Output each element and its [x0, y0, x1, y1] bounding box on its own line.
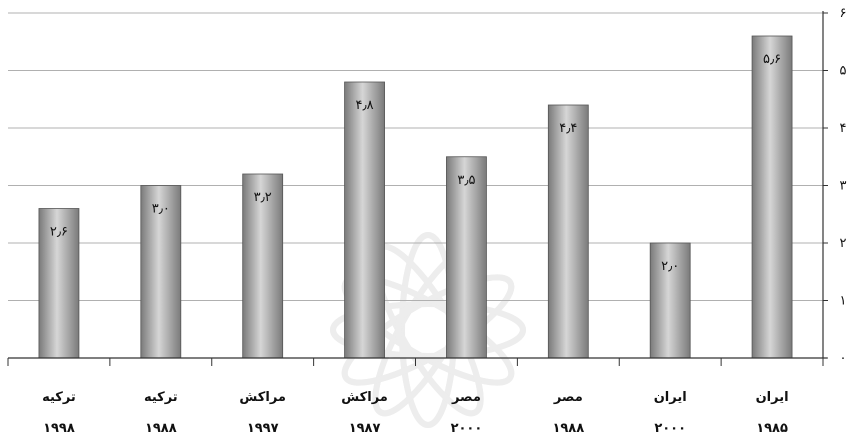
bar — [751, 35, 793, 359]
data-label: ۲٫۰ — [661, 259, 679, 274]
y-tick-label: ۱ — [840, 294, 847, 309]
data-label: ۳٫۲ — [254, 190, 272, 205]
category-year-label: ۱۹۸۸ — [145, 421, 177, 436]
category-year-label: ۱۹۹۷ — [247, 421, 279, 436]
category-year-label: ۲۰۰۰ — [654, 421, 686, 436]
category-label: ترکیه — [144, 390, 178, 405]
category-label: ترکیه — [42, 390, 76, 405]
bar — [344, 81, 385, 359]
bar — [242, 173, 284, 359]
bars: ۵٫۶ ۲٫۰ ۴٫۴ ۳٫۵ ۴٫۸ ۳٫۲ ۳٫۰ ۲٫۶ — [38, 35, 793, 359]
category-label: مراکش — [239, 390, 286, 405]
data-label: ۲٫۶ — [50, 225, 68, 240]
y-tick-label: ۳ — [840, 179, 847, 194]
y-tick-label: ۰ — [840, 351, 847, 366]
data-label: ۴٫۴ — [559, 121, 577, 136]
category-label: ایران — [756, 390, 789, 405]
bar — [446, 156, 487, 359]
category-year-label: ۲۰۰۰ — [451, 421, 483, 436]
data-label: ۵٫۶ — [763, 52, 781, 67]
category-year-label: ۱۹۸۷ — [349, 421, 381, 436]
category-year-label: ۱۹۸۸ — [552, 421, 584, 436]
y-tick-labels: ۰ ۱ ۲ ۳ ۴ ۵ ۶ — [840, 6, 847, 366]
y-tick-label: ۵ — [840, 64, 847, 79]
bar — [649, 242, 691, 359]
axes — [7, 11, 827, 366]
category-label: مراکش — [341, 390, 388, 405]
data-label: ۴٫۸ — [355, 98, 373, 113]
category-label: مصر — [451, 390, 481, 405]
y-tick-label: ۴ — [840, 121, 847, 136]
y-tick-label: ۶ — [840, 6, 847, 21]
bar — [38, 208, 80, 359]
category-year-label: ۱۹۹۸ — [43, 421, 75, 436]
y-tick-label: ۲ — [840, 236, 847, 251]
category-label: ایران — [654, 390, 687, 405]
watermark-logo — [330, 232, 526, 428]
data-label: ۳٫۰ — [152, 202, 170, 217]
bar — [140, 185, 182, 359]
data-label: ۳٫۵ — [457, 173, 475, 188]
x-category-labels: ایران ۱۹۸۵ ایران ۲۰۰۰ مصر ۱۹۸۸ مصر ۲۰۰۰ مراکش ۱۹۸… — [42, 390, 788, 436]
category-label: مصر — [553, 390, 583, 405]
bar — [547, 104, 589, 359]
category-year-label: ۱۹۸۵ — [756, 421, 788, 436]
